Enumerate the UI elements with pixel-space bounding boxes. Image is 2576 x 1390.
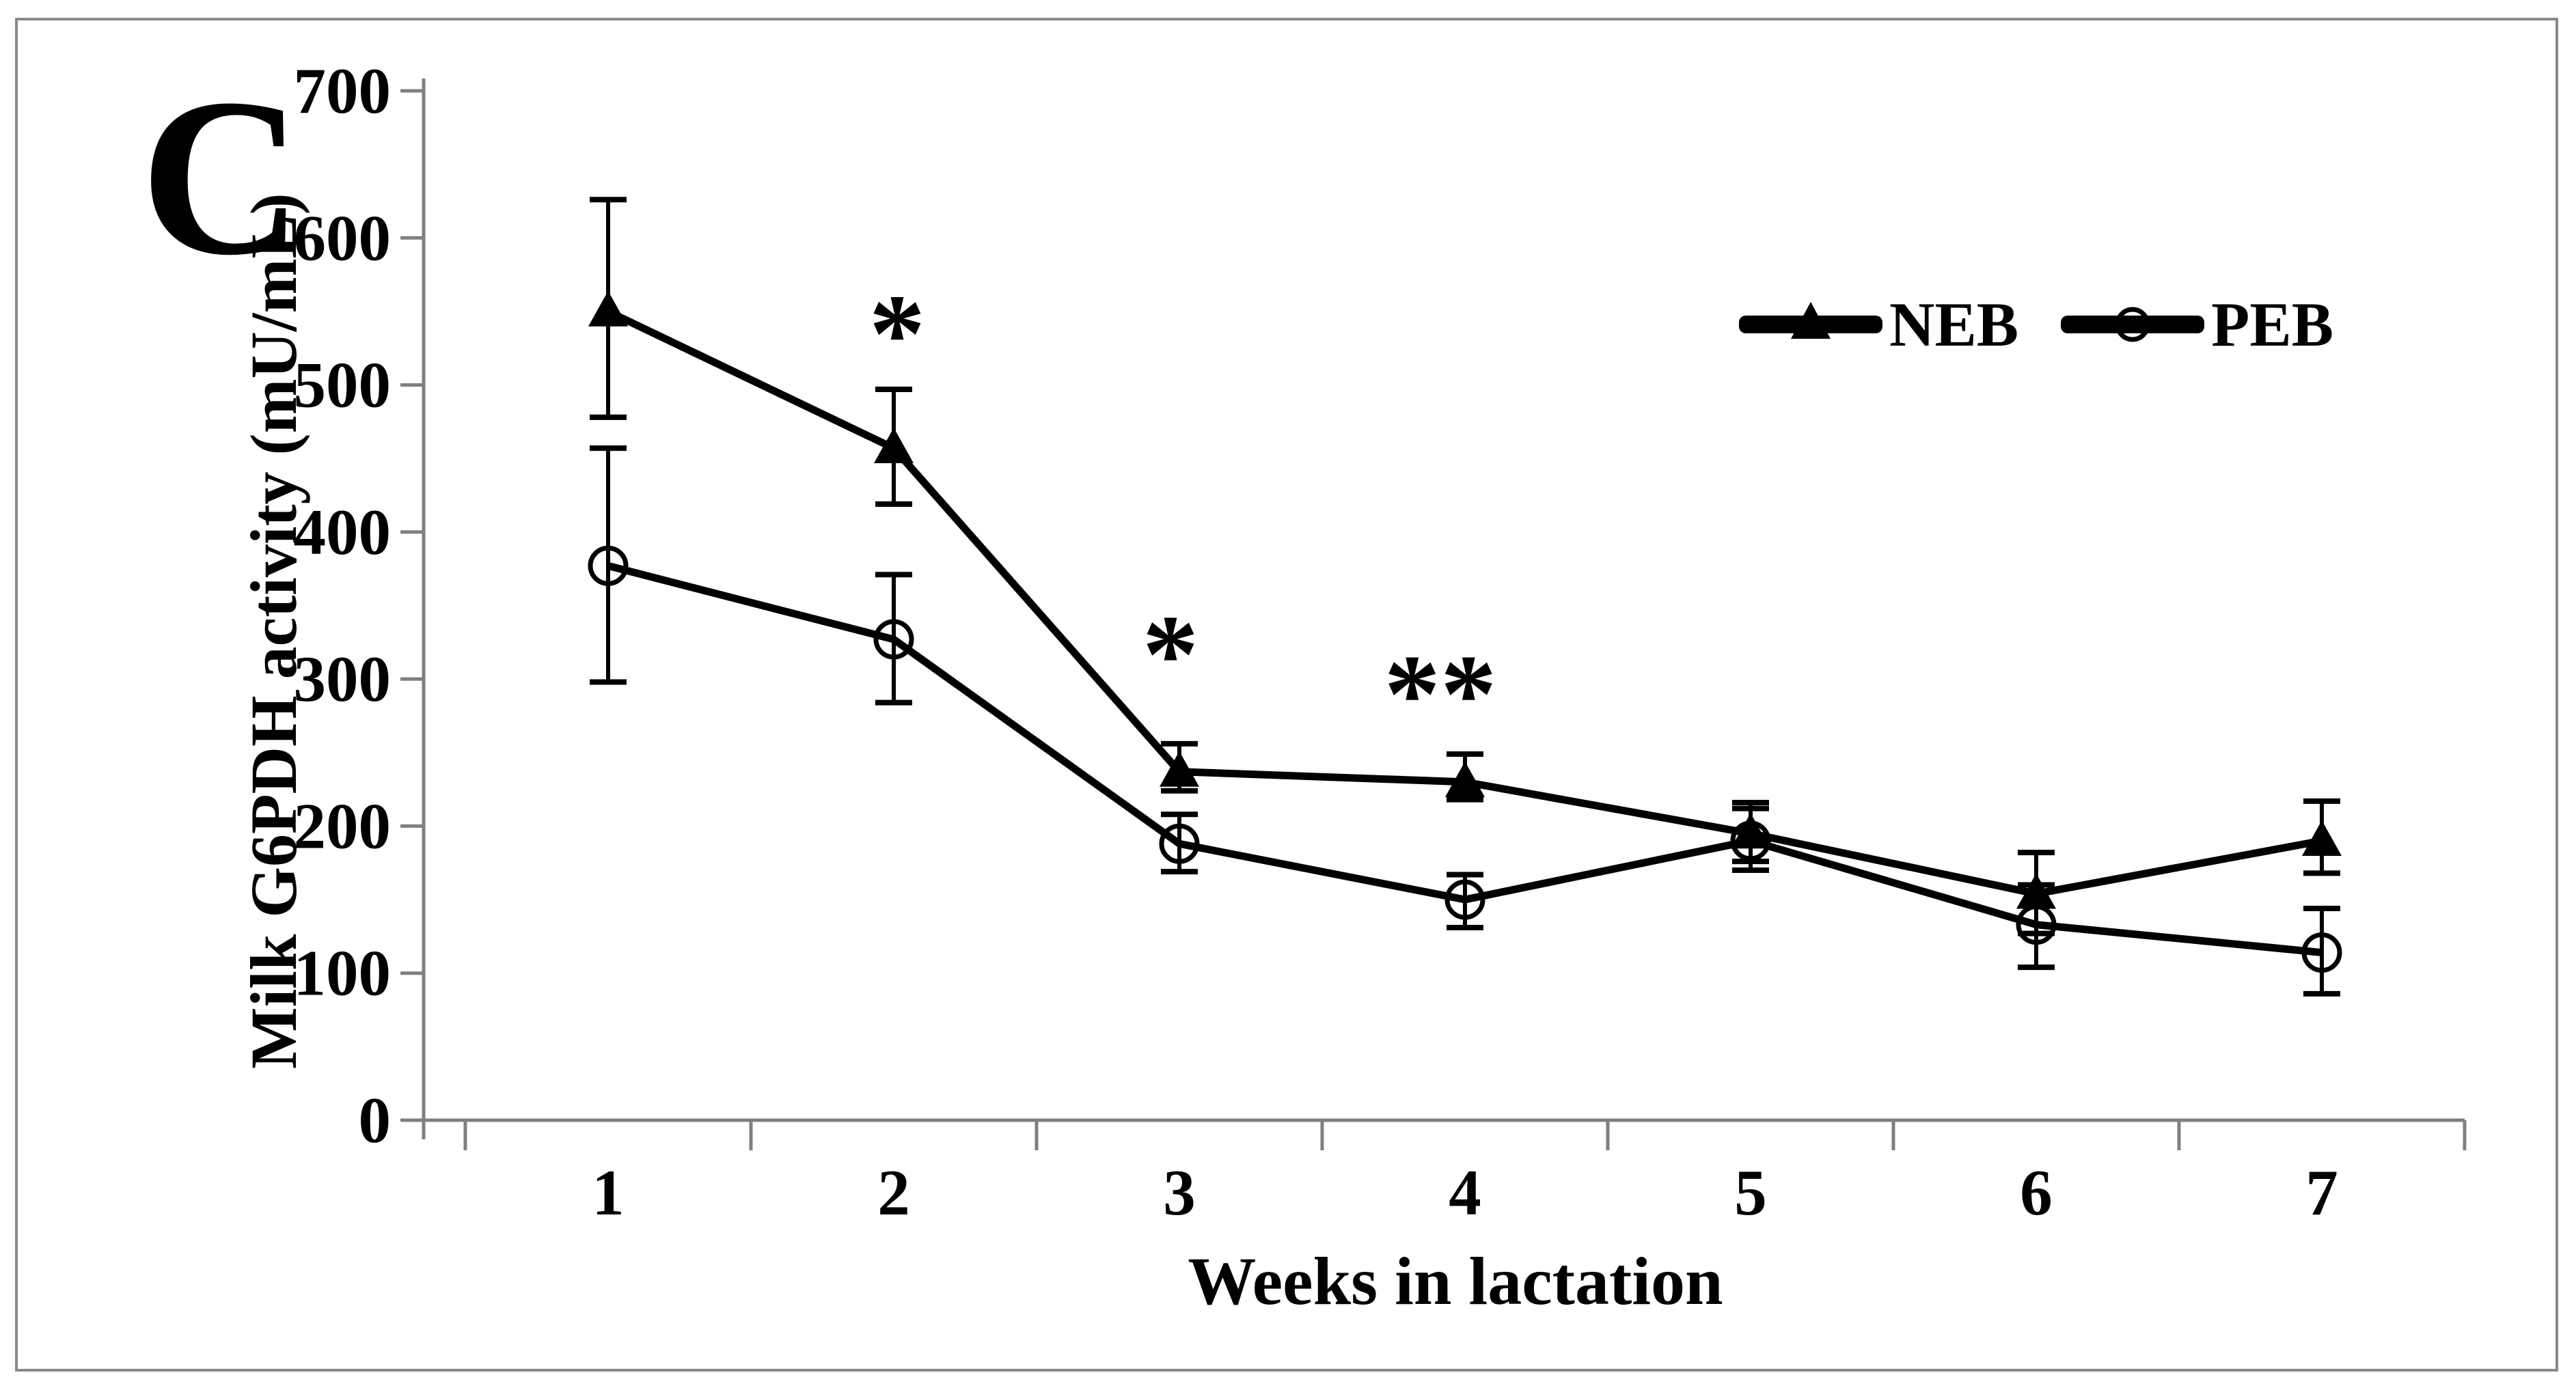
svg-text:300: 300: [294, 643, 392, 715]
axes: [400, 79, 2467, 1150]
figure-border: [15, 18, 2558, 1372]
svg-text:6: 6: [2020, 1156, 2053, 1229]
neb-point: [2302, 820, 2342, 856]
legend-entry-neb: NEB: [1739, 290, 2019, 359]
peb-point: [1444, 879, 1485, 920]
peb-point: [873, 619, 914, 660]
neb-point: [1445, 761, 1485, 797]
legend-label-neb: NEB: [1889, 290, 2019, 359]
svg-text:0: 0: [359, 1084, 392, 1156]
svg-text:**: **: [1384, 631, 1497, 756]
panel-label: C: [140, 53, 303, 302]
svg-text:7: 7: [2305, 1156, 2338, 1229]
legend-entry-peb: PEB: [2061, 290, 2334, 359]
x-tick-labels: 1 2 3 4 5 6 7: [592, 1156, 2338, 1229]
peb-point: [2016, 904, 2057, 945]
svg-text:600: 600: [294, 201, 392, 274]
x-axis-title: Weeks in lactation: [1188, 1243, 1723, 1319]
svg-text:2: 2: [877, 1156, 910, 1229]
legend-label-peb: PEB: [2211, 290, 2334, 359]
svg-text:700: 700: [294, 55, 392, 127]
peb-point: [1159, 823, 1200, 864]
svg-text:400: 400: [294, 496, 392, 568]
peb-point: [588, 545, 629, 586]
svg-text:3: 3: [1163, 1156, 1196, 1229]
neb-point: [588, 290, 628, 326]
svg-text:4: 4: [1449, 1156, 1481, 1229]
neb-line-triangle-icon: [1739, 302, 1882, 339]
neb-point: [874, 428, 914, 464]
peb-point: [1730, 820, 1771, 861]
significance-annotations: ** **: [869, 271, 1497, 756]
svg-text:100: 100: [294, 937, 392, 1010]
svg-text:1: 1: [592, 1156, 625, 1229]
legend: NEB PEB: [1739, 290, 2334, 359]
neb-point: [1160, 751, 1199, 787]
svg-text:500: 500: [294, 349, 392, 421]
svg-text:200: 200: [294, 790, 392, 862]
svg-text:*: *: [1142, 592, 1199, 717]
svg-text:5: 5: [1734, 1156, 1767, 1229]
peb-point: [2301, 932, 2342, 973]
series-peb: [588, 445, 2342, 997]
y-tick-labels: 0 100 200 300 400 500 600 700: [294, 55, 392, 1156]
svg-text:*: *: [869, 271, 926, 396]
peb-line-circle-icon: [2061, 307, 2205, 342]
